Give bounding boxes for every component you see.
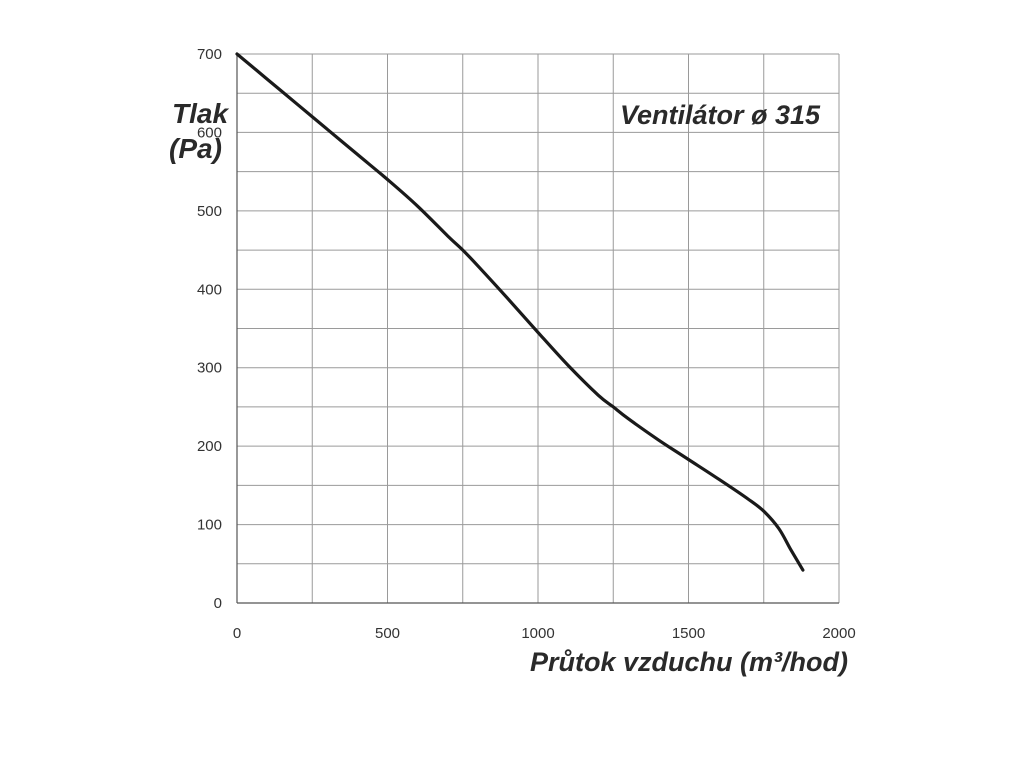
grid <box>236 53 840 604</box>
x-tick-label: 500 <box>375 625 400 642</box>
x-tick-label: 1000 <box>521 625 554 642</box>
y-tick-label: 500 <box>197 203 222 220</box>
chart-title: Ventilátor ø 315 <box>620 100 821 130</box>
y-tick-label: 700 <box>197 46 222 63</box>
series-line <box>235 52 805 572</box>
y-tick-label: 400 <box>197 281 222 298</box>
y-axis-label-line1: Tlak <box>172 98 229 129</box>
series <box>235 52 805 572</box>
x-tick-labels: 0 500 1000 1500 2000 <box>233 625 856 642</box>
axes <box>236 54 839 604</box>
x-tick-label: 1500 <box>672 625 705 642</box>
y-tick-label: 300 <box>197 360 222 377</box>
y-tick-label: 200 <box>197 438 222 455</box>
y-tick-label: 100 <box>197 517 222 534</box>
y-axis-label-line2: (Pa) <box>169 133 222 164</box>
y-tick-labels: 0 100 200 300 400 500 600 700 <box>197 46 222 612</box>
y-tick-label: 0 <box>214 595 222 612</box>
x-tick-label: 0 <box>233 625 241 642</box>
y-tick-label: 600 <box>197 124 222 141</box>
x-axis-label: Průtok vzduchu (m³/hod) <box>530 647 848 677</box>
x-tick-label: 2000 <box>822 625 855 642</box>
